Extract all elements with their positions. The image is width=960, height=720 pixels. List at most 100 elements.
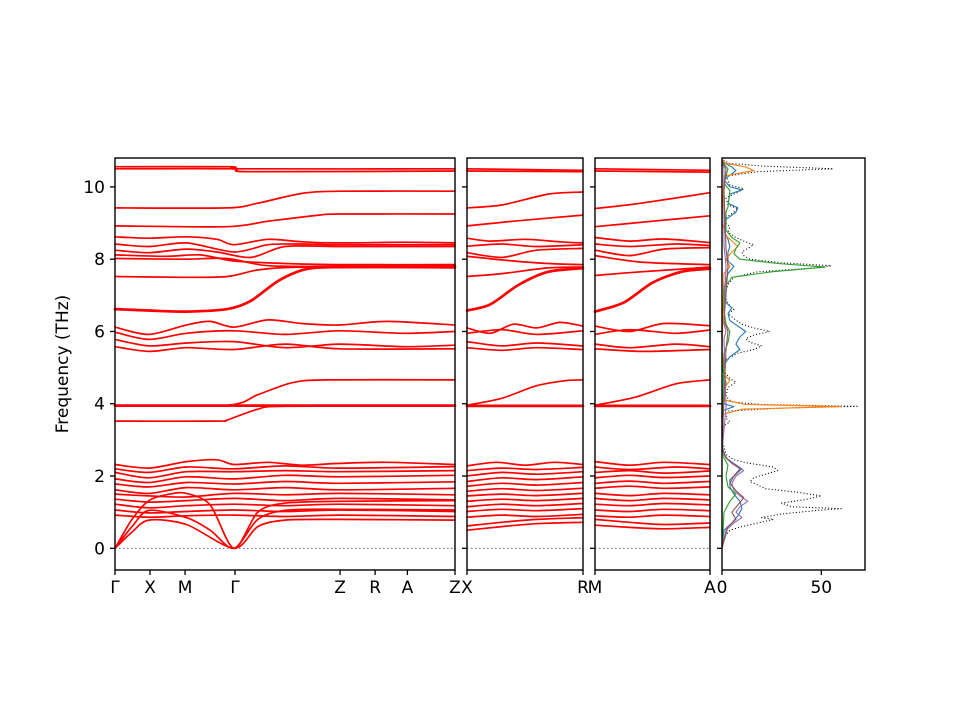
x-tick-label-A: A xyxy=(402,578,414,598)
phonon-band-line xyxy=(594,492,711,497)
phonon-band-line xyxy=(114,518,456,550)
dos-x-tick-label: 0 xyxy=(717,578,728,598)
x-tick-label-A: A xyxy=(704,578,716,598)
phonon-band-line xyxy=(114,497,456,503)
phonon-band-line xyxy=(466,346,584,352)
phonon-band-line xyxy=(594,485,711,490)
phonon-band-line xyxy=(114,474,456,484)
phonon-band-line xyxy=(594,243,711,248)
phonon-band-line xyxy=(466,521,584,532)
phonon-band-line xyxy=(114,213,456,228)
phonon-band-line xyxy=(594,502,711,507)
phonon-band-line xyxy=(114,469,456,479)
phonon-band-line xyxy=(594,191,711,210)
phonon-band-line xyxy=(594,236,711,244)
phonon-band-line xyxy=(594,518,711,526)
phonon-band-line xyxy=(466,170,584,173)
y-tick-label: 10 xyxy=(83,178,105,198)
phonon-band-line xyxy=(594,466,711,471)
phonon-band-line xyxy=(114,491,456,550)
phonon-band-line xyxy=(114,338,456,349)
phonon-band-line xyxy=(594,514,711,519)
dos-curve-partial-5 xyxy=(721,161,745,549)
x-tick-label-Γ: Γ xyxy=(230,578,240,598)
phonon-band-line xyxy=(594,343,711,349)
dos-curve-total xyxy=(721,159,858,549)
phonon-band-line xyxy=(466,328,584,336)
phonon-band-line xyxy=(594,480,711,485)
phonon-band-line xyxy=(114,244,456,259)
phonon-band-line xyxy=(114,378,456,407)
phonon-band-line xyxy=(593,267,712,313)
band-panel-frame-1 xyxy=(466,157,584,571)
x-tick-label-R: R xyxy=(577,578,589,598)
x-tick-label-M: M xyxy=(178,578,193,598)
y-axis-label: Frequency (THz) xyxy=(53,295,73,434)
phonon-band-line xyxy=(466,461,584,467)
phonon-band-line xyxy=(466,379,584,407)
phonon-band-line xyxy=(114,492,456,498)
phonon-band-line xyxy=(594,254,711,266)
y-tick-label: 8 xyxy=(94,250,105,270)
phonon-band-line xyxy=(466,516,584,527)
x-tick-label-Z: Z xyxy=(449,578,461,598)
phonon-band-line xyxy=(594,469,711,474)
phonon-band-line xyxy=(466,481,584,488)
x-tick-label-X: X xyxy=(144,578,156,598)
phonon-band-line xyxy=(114,503,456,509)
phonon-band-line xyxy=(466,255,584,266)
phonon-band-line xyxy=(114,167,456,173)
phonon-band-line xyxy=(594,474,711,479)
phonon-band-line xyxy=(466,497,584,503)
phonon-band-line xyxy=(594,347,711,353)
phonon-band-line xyxy=(466,191,584,209)
phonon-band-line xyxy=(594,322,711,333)
phonon-band-line xyxy=(114,329,456,341)
phonon-band-line xyxy=(114,480,456,488)
phonon-band-line xyxy=(466,266,584,278)
phonon-band-line xyxy=(114,514,456,519)
phonon-band-line xyxy=(594,167,711,172)
dos-curve-partial-3 xyxy=(721,161,826,549)
phonon-band-line xyxy=(114,241,456,253)
phonon-band-line xyxy=(466,321,584,335)
phonon-band-line xyxy=(114,343,456,353)
phonon-band-line xyxy=(114,458,456,469)
dos-curve-partial-2 xyxy=(721,159,842,549)
band-panel-frame-2 xyxy=(594,157,711,571)
phonon-band-line xyxy=(594,508,711,513)
phonon-band-line xyxy=(114,319,456,336)
phonon-band-line xyxy=(594,460,711,467)
y-tick-label: 2 xyxy=(94,467,105,487)
x-tick-label-M: M xyxy=(588,578,603,598)
band-panel-frame-0 xyxy=(114,157,456,571)
phonon-band-line xyxy=(466,475,584,483)
phonon-band-line xyxy=(114,190,456,210)
phonon-band-line xyxy=(113,265,457,313)
phonon-band-line xyxy=(594,246,711,257)
y-tick-label: 6 xyxy=(94,322,105,342)
dos-x-tick-label: 50 xyxy=(810,578,832,598)
phonon-band-line xyxy=(594,497,711,502)
phonon-band-line xyxy=(466,492,584,497)
x-tick-label-Z: Z xyxy=(334,578,346,598)
phonon-band-line xyxy=(465,266,585,312)
phonon-band-line xyxy=(466,340,584,347)
x-tick-label-X: X xyxy=(461,578,473,598)
phonon-band-line xyxy=(466,214,584,227)
phonon-band-line xyxy=(594,266,711,277)
phonon-band-line xyxy=(466,167,584,172)
phonon-band-line xyxy=(466,507,584,513)
phonon-band-line xyxy=(594,214,711,228)
phonon-band-line xyxy=(594,524,711,530)
phonon-band-line xyxy=(114,465,456,474)
y-tick-label: 4 xyxy=(94,395,105,415)
phonon-band-line xyxy=(466,487,584,493)
phonon-band-line xyxy=(466,466,584,472)
x-tick-label-R: R xyxy=(369,578,381,598)
phonon-band-line xyxy=(466,502,584,508)
phonon-band-line xyxy=(466,470,584,477)
phonon-band-line xyxy=(114,486,456,495)
